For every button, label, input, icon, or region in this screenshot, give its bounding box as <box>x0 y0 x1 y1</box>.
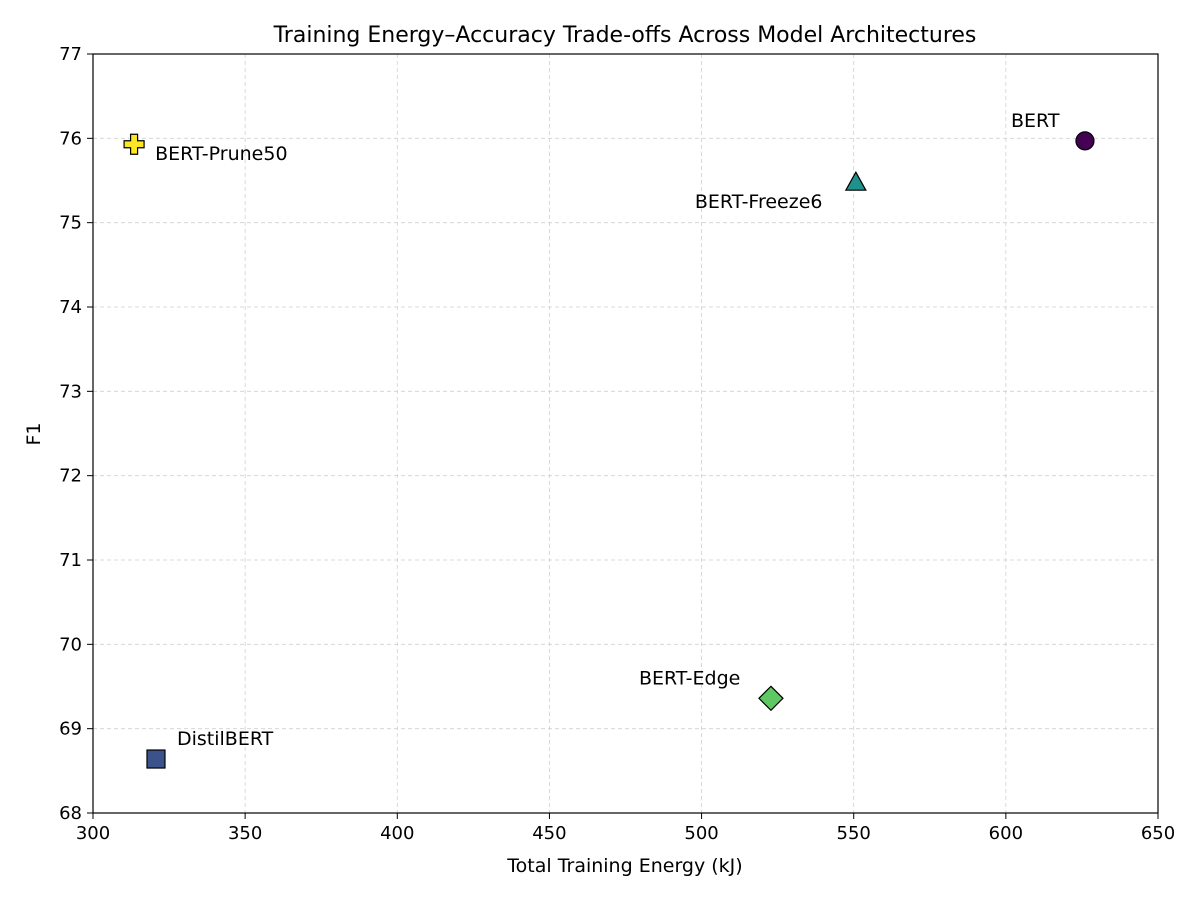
y-tick-label: 75 <box>59 213 82 234</box>
point-marker <box>758 685 784 712</box>
data-points: BERT DistilBERT BERT-Freeze6 BERT-Edge BERT-… <box>123 110 1095 769</box>
y-tick-label: 68 <box>59 803 82 824</box>
plot-frame <box>92 53 1159 814</box>
point-marker <box>1075 131 1095 151</box>
point-label: BERT-Prune50 <box>155 143 287 165</box>
point-label: DistilBERT <box>177 728 274 750</box>
x-tick-label: 450 <box>532 823 566 844</box>
y-tick-label: 76 <box>59 128 82 149</box>
x-tick-label: 600 <box>989 823 1023 844</box>
x-tick-label: 350 <box>228 823 262 844</box>
x-tick-label: 300 <box>76 823 110 844</box>
y-tick-label: 69 <box>59 719 82 740</box>
axis-ticks: 300 350 400 450 500 550 600 650 68 69 70 71 72 73 74 75… <box>59 44 1175 844</box>
y-axis-label: F1 <box>23 422 45 445</box>
y-tick-label: 70 <box>59 634 82 655</box>
x-tick-label: 650 <box>1141 823 1175 844</box>
x-tick-label: 550 <box>837 823 871 844</box>
y-tick-label: 77 <box>59 44 82 65</box>
point-marker <box>123 133 145 155</box>
x-axis-label: Total Training Energy (kJ) <box>506 855 742 877</box>
chart-title: Training Energy–Accuracy Trade-offs Acro… <box>273 23 977 48</box>
grid <box>92 53 1159 814</box>
y-tick-label: 73 <box>59 381 82 402</box>
point-marker <box>844 170 867 191</box>
point-label: BERT <box>1011 110 1060 132</box>
y-tick-label: 72 <box>59 466 82 487</box>
x-tick-label: 500 <box>684 823 718 844</box>
y-tick-label: 74 <box>59 297 82 318</box>
point-label: BERT-Edge <box>639 667 740 689</box>
point-marker <box>146 749 166 769</box>
y-tick-label: 71 <box>59 550 82 571</box>
x-tick-label: 400 <box>380 823 414 844</box>
point-label: BERT-Freeze6 <box>695 191 823 213</box>
